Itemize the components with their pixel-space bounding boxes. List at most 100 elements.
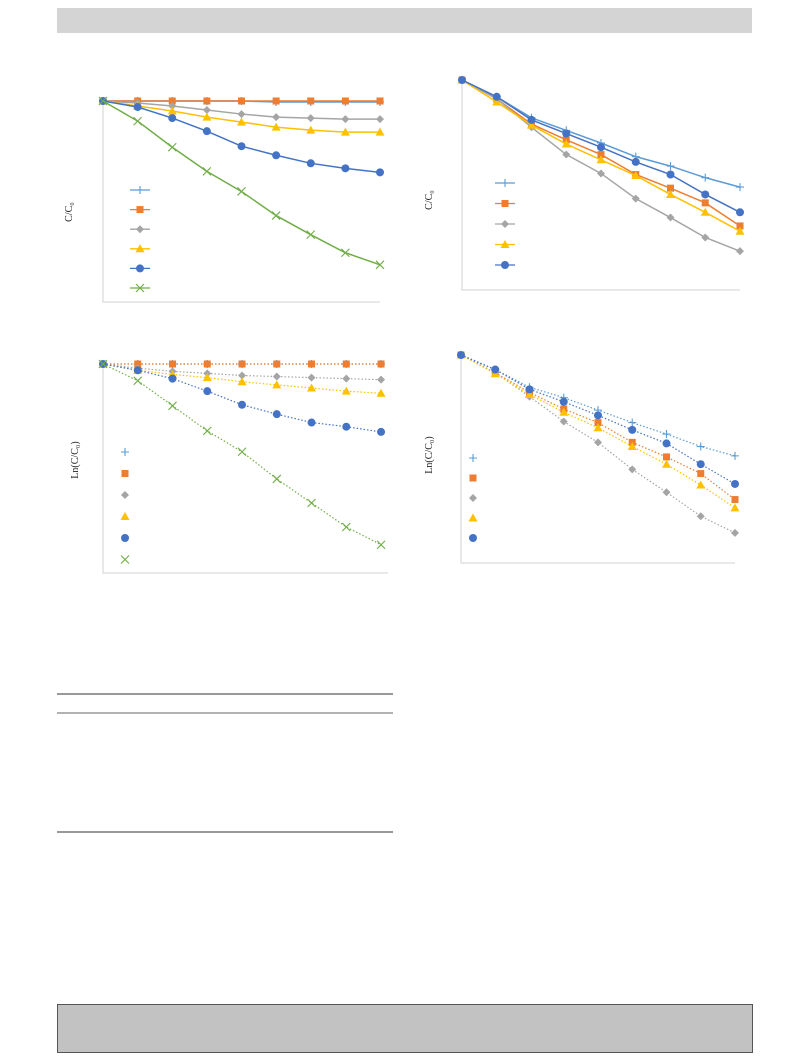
legend-marker [121, 470, 129, 477]
marker [133, 116, 143, 126]
marker [594, 438, 602, 447]
legend-marker [500, 240, 510, 248]
marker [525, 390, 534, 399]
marker [237, 187, 246, 196]
marker [628, 418, 637, 427]
marker [272, 410, 281, 419]
marker [597, 143, 605, 152]
legend-marker [501, 179, 509, 187]
marker [168, 102, 177, 111]
y-axis-label: Ln(C/C₀) [424, 436, 435, 473]
marker [527, 115, 536, 124]
marker [631, 157, 640, 166]
marker [167, 142, 177, 152]
marker [562, 129, 571, 138]
marker [628, 465, 637, 474]
marker [631, 171, 641, 180]
legend-marker [135, 244, 145, 253]
marker [238, 400, 247, 409]
marker [696, 480, 706, 489]
marker [168, 401, 177, 411]
marker [340, 248, 350, 258]
marker [662, 459, 671, 468]
marker [238, 360, 246, 368]
marker [237, 377, 247, 386]
legend-marker [469, 534, 477, 542]
marker [272, 372, 281, 381]
legend-marker [135, 283, 145, 293]
marker [237, 110, 246, 119]
header-bar [57, 8, 752, 33]
marker [736, 222, 744, 230]
marker [306, 114, 315, 123]
marker [341, 97, 349, 105]
marker [342, 374, 351, 383]
marker [593, 423, 603, 432]
marker [662, 439, 671, 448]
legend-marker [121, 448, 129, 456]
marker [273, 360, 281, 368]
marker [667, 184, 674, 192]
marker [666, 213, 675, 222]
marker [342, 360, 350, 368]
marker [701, 173, 710, 182]
marker [307, 418, 316, 427]
axis-line [102, 101, 380, 303]
legend-marker [136, 186, 144, 194]
axis-line [102, 364, 388, 574]
marker [169, 360, 177, 368]
marker [376, 168, 384, 177]
marker [341, 115, 350, 124]
legend-marker [121, 534, 129, 542]
legend-marker [501, 261, 509, 269]
marker [202, 426, 212, 436]
marker [307, 498, 316, 508]
legend-marker [120, 555, 130, 564]
marker [377, 375, 386, 384]
marker [307, 97, 315, 105]
marker [561, 139, 571, 148]
marker [376, 388, 386, 397]
marker [730, 503, 740, 512]
marker [492, 97, 502, 106]
marker [731, 479, 739, 488]
marker [272, 474, 282, 484]
marker [168, 374, 177, 383]
marker [731, 451, 739, 460]
marker [597, 151, 605, 159]
marker [98, 359, 108, 369]
marker [238, 371, 247, 380]
marker [202, 373, 212, 382]
legend-marker [136, 264, 144, 273]
marker [341, 164, 350, 173]
marker [272, 113, 281, 122]
marker [376, 115, 384, 124]
legend-marker [468, 513, 478, 522]
series-line [460, 354, 736, 485]
marker [666, 162, 675, 171]
footer-bar [57, 1004, 753, 1053]
series-line [460, 354, 736, 509]
marker [559, 417, 568, 426]
marker [308, 360, 316, 368]
marker [666, 189, 675, 198]
marker [306, 230, 316, 240]
marker [203, 97, 211, 105]
marker [731, 528, 739, 537]
marker [736, 208, 744, 217]
marker [376, 540, 386, 550]
marker [133, 376, 143, 386]
axis-line [461, 80, 740, 291]
marker [306, 125, 316, 134]
marker [700, 207, 710, 216]
marker [340, 127, 350, 136]
marker [559, 407, 569, 416]
marker [562, 150, 571, 159]
marker [375, 127, 385, 136]
legend-marker [469, 474, 477, 482]
marker [696, 512, 705, 521]
marker [237, 447, 247, 457]
marker [237, 142, 246, 151]
series-line [102, 363, 382, 546]
